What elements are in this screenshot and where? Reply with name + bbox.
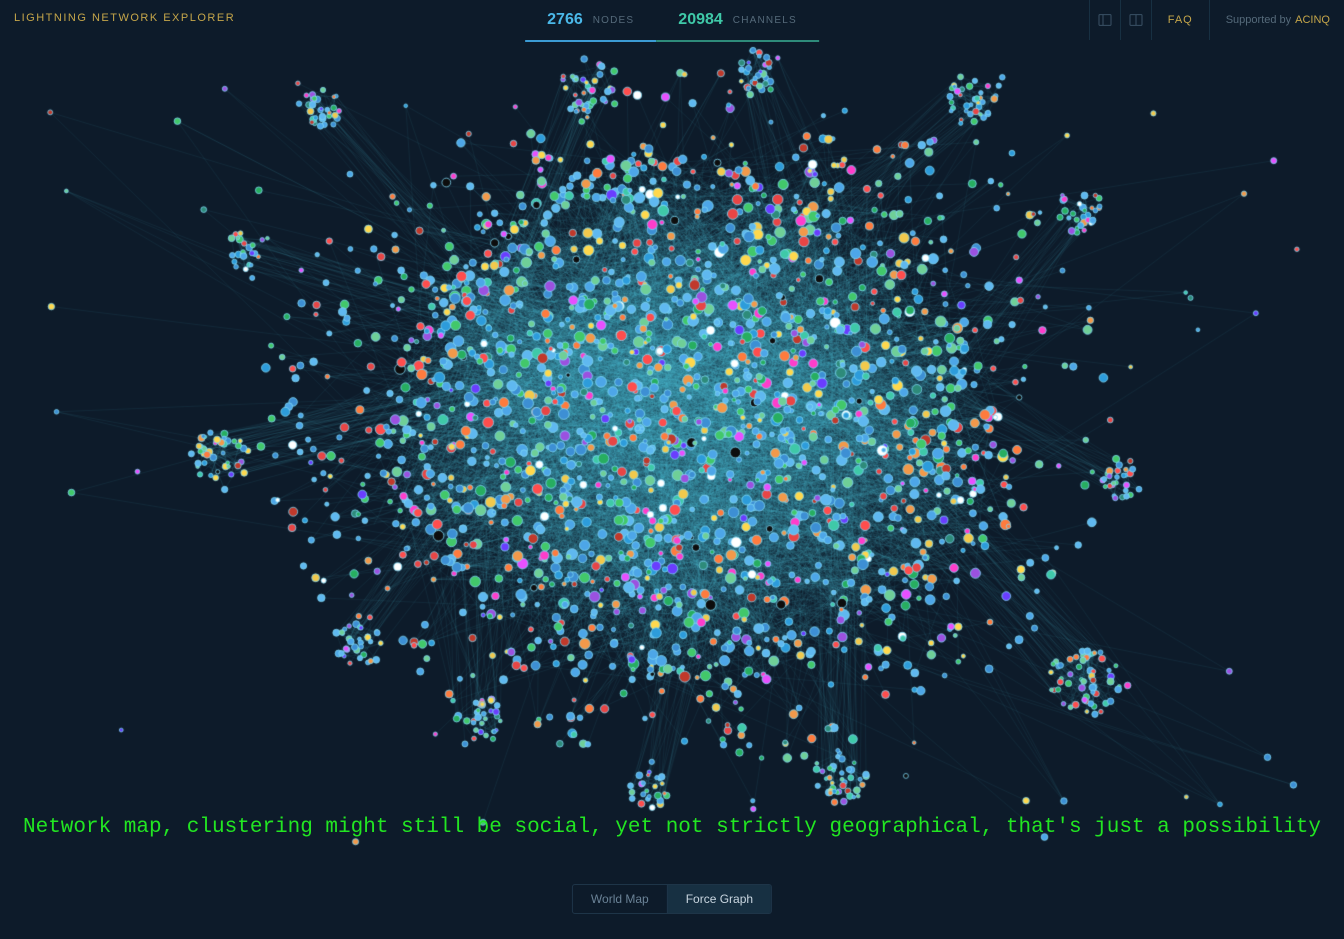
view-toggle-world-map[interactable]: World Map (573, 885, 667, 913)
network-graph-canvas[interactable] (0, 0, 1344, 939)
view-toggle-force-graph[interactable]: Force Graph (667, 885, 771, 913)
supported-prefix: Supported by (1226, 14, 1291, 26)
supported-brand: ACINQ (1295, 14, 1330, 26)
brand-title[interactable]: LIGHTNING NETWORK EXPLORER (14, 12, 235, 24)
annotation-caption: Network map, clustering might still be s… (0, 813, 1344, 842)
faq-link[interactable]: FAQ (1151, 0, 1209, 40)
nodes-count: 2766 (547, 11, 583, 29)
layout-split-icon[interactable] (1120, 0, 1151, 40)
channels-count: 20984 (678, 11, 723, 29)
view-toggle: World MapForce Graph (572, 884, 772, 914)
right-links: FAQ Supported by ACINQ (1089, 0, 1330, 40)
nodes-label: NODES (593, 15, 635, 26)
top-bar: LIGHTNING NETWORK EXPLORER 2766 NODES 20… (0, 0, 1344, 40)
stats-group: 2766 NODES 20984 CHANNELS (525, 0, 819, 40)
layout-side-icon[interactable] (1089, 0, 1120, 40)
stat-nodes[interactable]: 2766 NODES (525, 0, 656, 42)
supported-by[interactable]: Supported by ACINQ (1209, 0, 1330, 40)
stat-channels[interactable]: 20984 CHANNELS (656, 0, 819, 42)
channels-label: CHANNELS (733, 15, 797, 26)
